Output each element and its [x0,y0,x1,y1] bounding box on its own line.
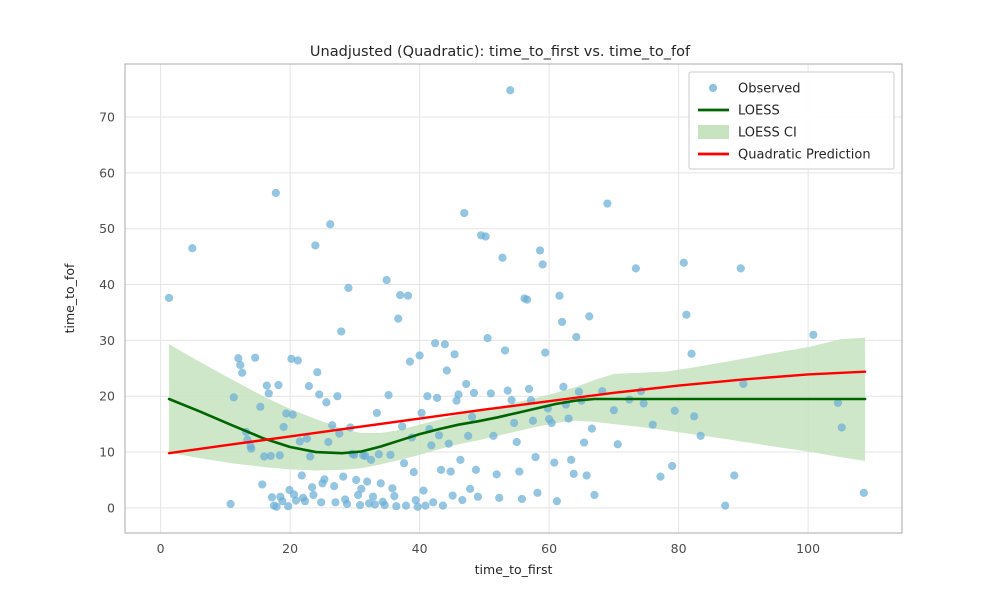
loess-line [167,397,867,455]
legend-item-label: Observed [738,82,801,97]
legend-item-label: Quadratic Prediction [738,148,871,163]
chart-title: Unadjusted (Quadratic): time_to_first vs… [309,44,691,60]
y-axis-label: time_to_fof [62,263,77,333]
svg-text:50: 50 [99,221,115,236]
svg-text:0: 0 [107,500,115,515]
chart-legend: Observed LOESS LOESS CI Quadratic Predictio… [688,71,895,170]
svg-text:0: 0 [157,541,165,556]
svg-text:20: 20 [282,541,298,556]
axes-frame [124,63,903,534]
svg-text:100: 100 [796,541,820,556]
svg-text:40: 40 [412,541,428,556]
svg-text:80: 80 [671,541,687,556]
svg-text:60: 60 [541,541,557,556]
svg-text:40: 40 [99,277,115,292]
svg-text:70: 70 [99,110,115,125]
y-axis-ticks: 0 10 20 30 40 50 60 70 [99,110,115,516]
svg-text:30: 30 [99,333,115,348]
legend-item-label: LOESS [738,104,780,119]
x-axis-label: time_to_first [475,562,553,577]
loess-ci-band [169,337,866,471]
svg-text:20: 20 [99,389,115,404]
svg-text:10: 10 [99,445,115,460]
svg-text:60: 60 [99,165,115,180]
legend-item-label: LOESS CI [738,126,797,141]
x-axis-ticks: 0 20 40 60 80 100 [157,541,820,556]
quadratic-line [167,370,867,455]
